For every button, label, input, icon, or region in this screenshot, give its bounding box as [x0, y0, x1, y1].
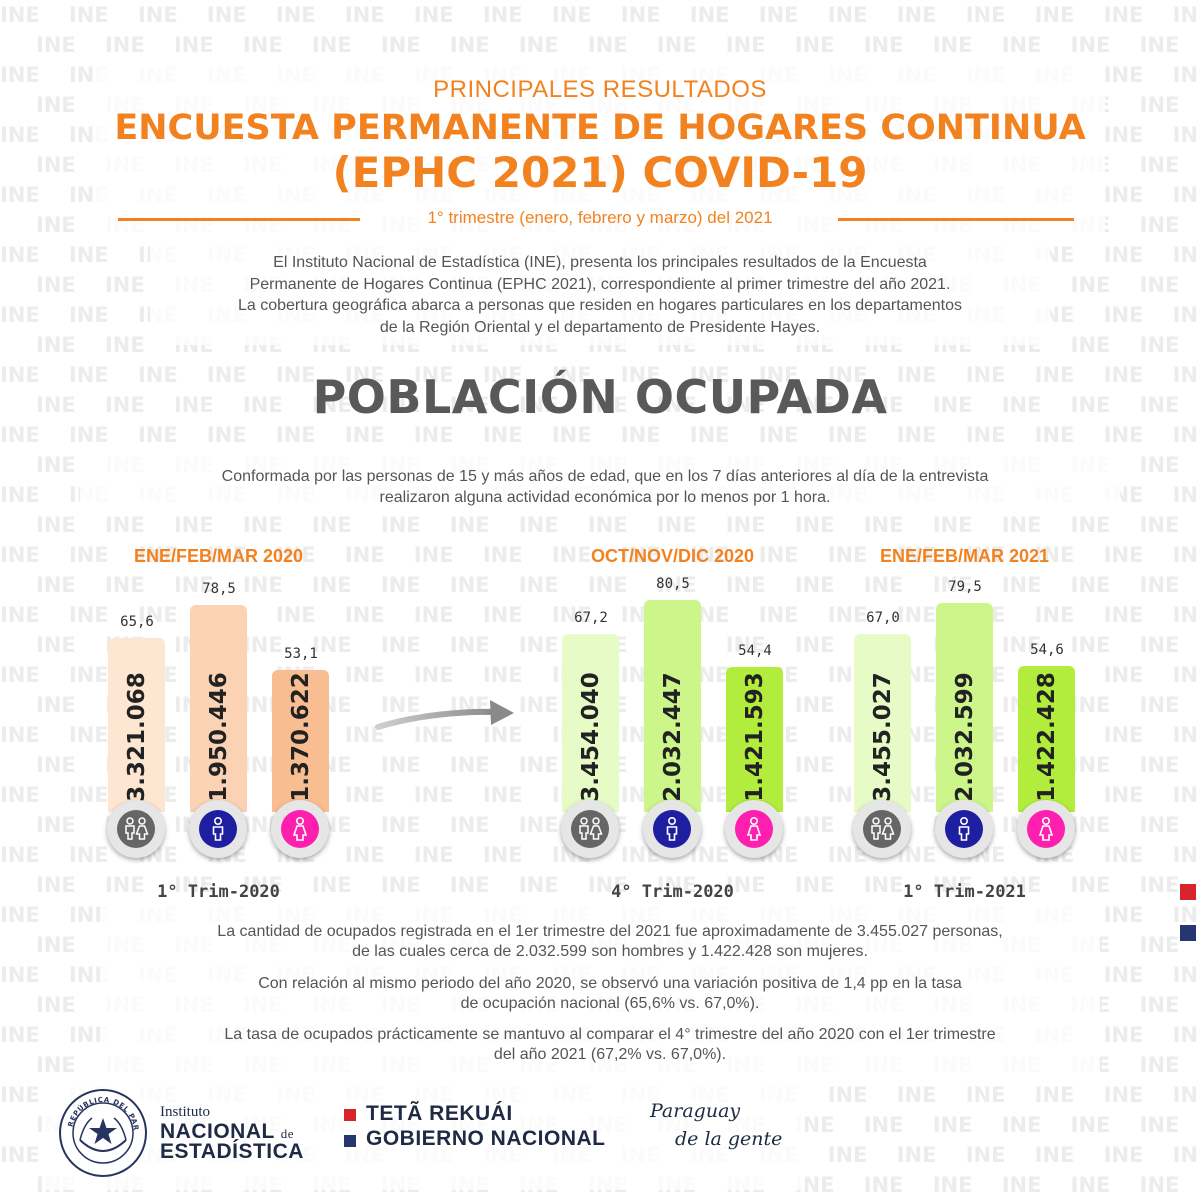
- couple-icon: [571, 810, 609, 848]
- bar-count-label: 3.455.027: [869, 672, 896, 802]
- header-title-line-1: ENCUESTA PERMANENTE DE HOGARES CONTINUA: [114, 108, 1086, 148]
- bar-rate-label: 67,2: [574, 609, 608, 626]
- couple-icon: [117, 810, 155, 848]
- gov-red-square: [344, 1109, 356, 1121]
- bar-total: [854, 634, 911, 812]
- definition-panel: [80, 450, 1120, 510]
- female-icon: [735, 810, 773, 848]
- bar-hombres: [936, 602, 993, 812]
- finding-paragraph-3: La tasa de ocupados prácticamente se man…: [110, 1025, 1110, 1065]
- period-label: OCT/NOV/DIC 2020: [590, 546, 755, 566]
- male-icon: [945, 810, 983, 848]
- finding-1-line-1: La cantidad de ocupados registrada en el…: [217, 923, 1003, 940]
- period-label: ENE/FEB/MAR 2020: [133, 546, 304, 566]
- bar-rate-label: 67,0: [866, 610, 900, 627]
- side-red-square: [1180, 884, 1196, 900]
- intro-panel: [150, 245, 1050, 345]
- section-title: POBLACIÓN OCUPADA: [312, 370, 888, 424]
- female-icon-badge: [271, 800, 329, 858]
- male-icon-badge: [935, 800, 993, 858]
- female-icon-badge: [1017, 800, 1075, 858]
- bar-count-label: 1.421.593: [741, 672, 768, 802]
- finding-paragraph-1: La cantidad de ocupados registrada en el…: [110, 922, 1110, 962]
- ine-logo-line-2: NACIONAL de: [160, 1120, 294, 1144]
- gov-logo-line-2: GOBIERNO NACIONAL: [366, 1127, 606, 1150]
- bar-mujeres: [272, 669, 329, 812]
- side-blue-square: [1180, 925, 1196, 941]
- period-rule-left: [118, 218, 360, 221]
- period-label: ENE/FEB/MAR 2021: [879, 546, 1050, 566]
- couple-icon-badge: [561, 800, 619, 858]
- couple-icon-badge: [107, 800, 165, 858]
- finding-2-line-2: de ocupación nacional (65,6% vs. 67,0%).: [460, 995, 760, 1012]
- finding-3-line-1: La tasa de ocupados prácticamente se man…: [224, 1026, 996, 1043]
- male-icon-badge: [643, 800, 701, 858]
- finding-paragraph-2: Con relación al mismo periodo del año 20…: [110, 974, 1110, 1014]
- findings-panel: [100, 905, 1100, 1075]
- bar-hombres: [644, 599, 701, 812]
- female-icon-badge: [725, 800, 783, 858]
- male-icon: [653, 810, 691, 848]
- female-icon: [281, 810, 319, 848]
- intro-line-4: de la Región Oriental y el departamento …: [379, 318, 821, 336]
- header-title-line-2: (EPHC 2021) COVID-19: [332, 148, 868, 197]
- bar-total: [562, 633, 619, 812]
- bar-count-label: 3.321.068: [123, 672, 150, 802]
- ine-logo-line-1: Instituto: [160, 1104, 211, 1120]
- footer-panel: [45, 1080, 805, 1190]
- paraguay-seal-icon: REPÚBLICA DEL PARAGUAY: [58, 1088, 147, 1177]
- bar-total: [108, 637, 165, 812]
- progression-arrow-icon: [375, 700, 514, 730]
- bar-rate-label: 80,5: [656, 575, 690, 592]
- slogan-line-2: de la gente: [675, 1128, 783, 1150]
- bar-rate-label: 78,5: [202, 581, 236, 598]
- slogan-line-1: Paraguay: [650, 1100, 741, 1122]
- bar-hombres: [190, 605, 247, 812]
- bar-mujeres: [1018, 666, 1075, 812]
- intro-paragraph: El Instituto Nacional de Estadística (IN…: [140, 252, 1060, 338]
- bar-mujeres: [726, 666, 783, 812]
- gov-blue-square: [344, 1135, 356, 1147]
- male-icon-badge: [189, 800, 247, 858]
- period-rule-right: [838, 218, 1074, 221]
- bar-rate-label: 79,5: [948, 578, 982, 595]
- bar-rate-label: 54,6: [1030, 642, 1064, 659]
- gov-logo-line-1: TETÃ REKUÁI: [366, 1102, 513, 1125]
- trimester-label: 1° Trim-2021: [903, 882, 1026, 902]
- header-period: 1° trimestre (enero, febrero y marzo) de…: [427, 208, 773, 227]
- bar-rate-label: 54,4: [738, 642, 772, 659]
- bar-count-label: 1.370.622: [287, 672, 314, 802]
- intro-line-3: La cobertura geográfica abarca a persona…: [237, 297, 962, 314]
- ine-logo-nacional: NACIONAL: [160, 1120, 275, 1143]
- finding-2-line-1: Con relación al mismo periodo del año 20…: [258, 975, 962, 992]
- bar-rate-label: 65,6: [120, 613, 154, 630]
- finding-3-line-2: del año 2021 (67,2% vs. 67,0%).: [493, 1046, 727, 1063]
- ine-logo-line-3: ESTADÍSTICA: [160, 1140, 304, 1163]
- bar-count-label: 2.032.599: [951, 672, 978, 802]
- ine-logo-de: de: [280, 1126, 295, 1141]
- definition-paragraph: Conformada por las personas de 15 y más …: [100, 466, 1110, 508]
- definition-line-1: Conformada por las personas de 15 y más …: [221, 468, 989, 485]
- bar-count-label: 1.950.446: [205, 672, 232, 802]
- trimester-label: 4° Trim-2020: [611, 882, 734, 902]
- bar-rate-label: 53,1: [284, 645, 318, 662]
- female-icon: [1027, 810, 1065, 848]
- male-icon: [199, 810, 237, 848]
- couple-icon-badge: [853, 800, 911, 858]
- header-subtitle: PRINCIPALES RESULTADOS: [433, 76, 767, 103]
- header-panel: [95, 60, 1105, 245]
- finding-1-line-2: de las cuales cerca de 2.032.599 son hom…: [352, 943, 868, 960]
- intro-line-2: Permanente de Hogares Continua (EPHC 202…: [249, 275, 951, 293]
- couple-icon: [863, 810, 901, 848]
- bar-count-label: 2.032.447: [659, 672, 686, 802]
- trimester-label: 1° Trim-2020: [157, 882, 280, 902]
- intro-line-1: El Instituto Nacional de Estadística (IN…: [273, 254, 927, 271]
- bar-count-label: 1.422.428: [1033, 672, 1060, 802]
- definition-line-2: realizaron alguna actividad económica po…: [379, 489, 831, 506]
- bar-count-label: 3.454.040: [577, 672, 604, 802]
